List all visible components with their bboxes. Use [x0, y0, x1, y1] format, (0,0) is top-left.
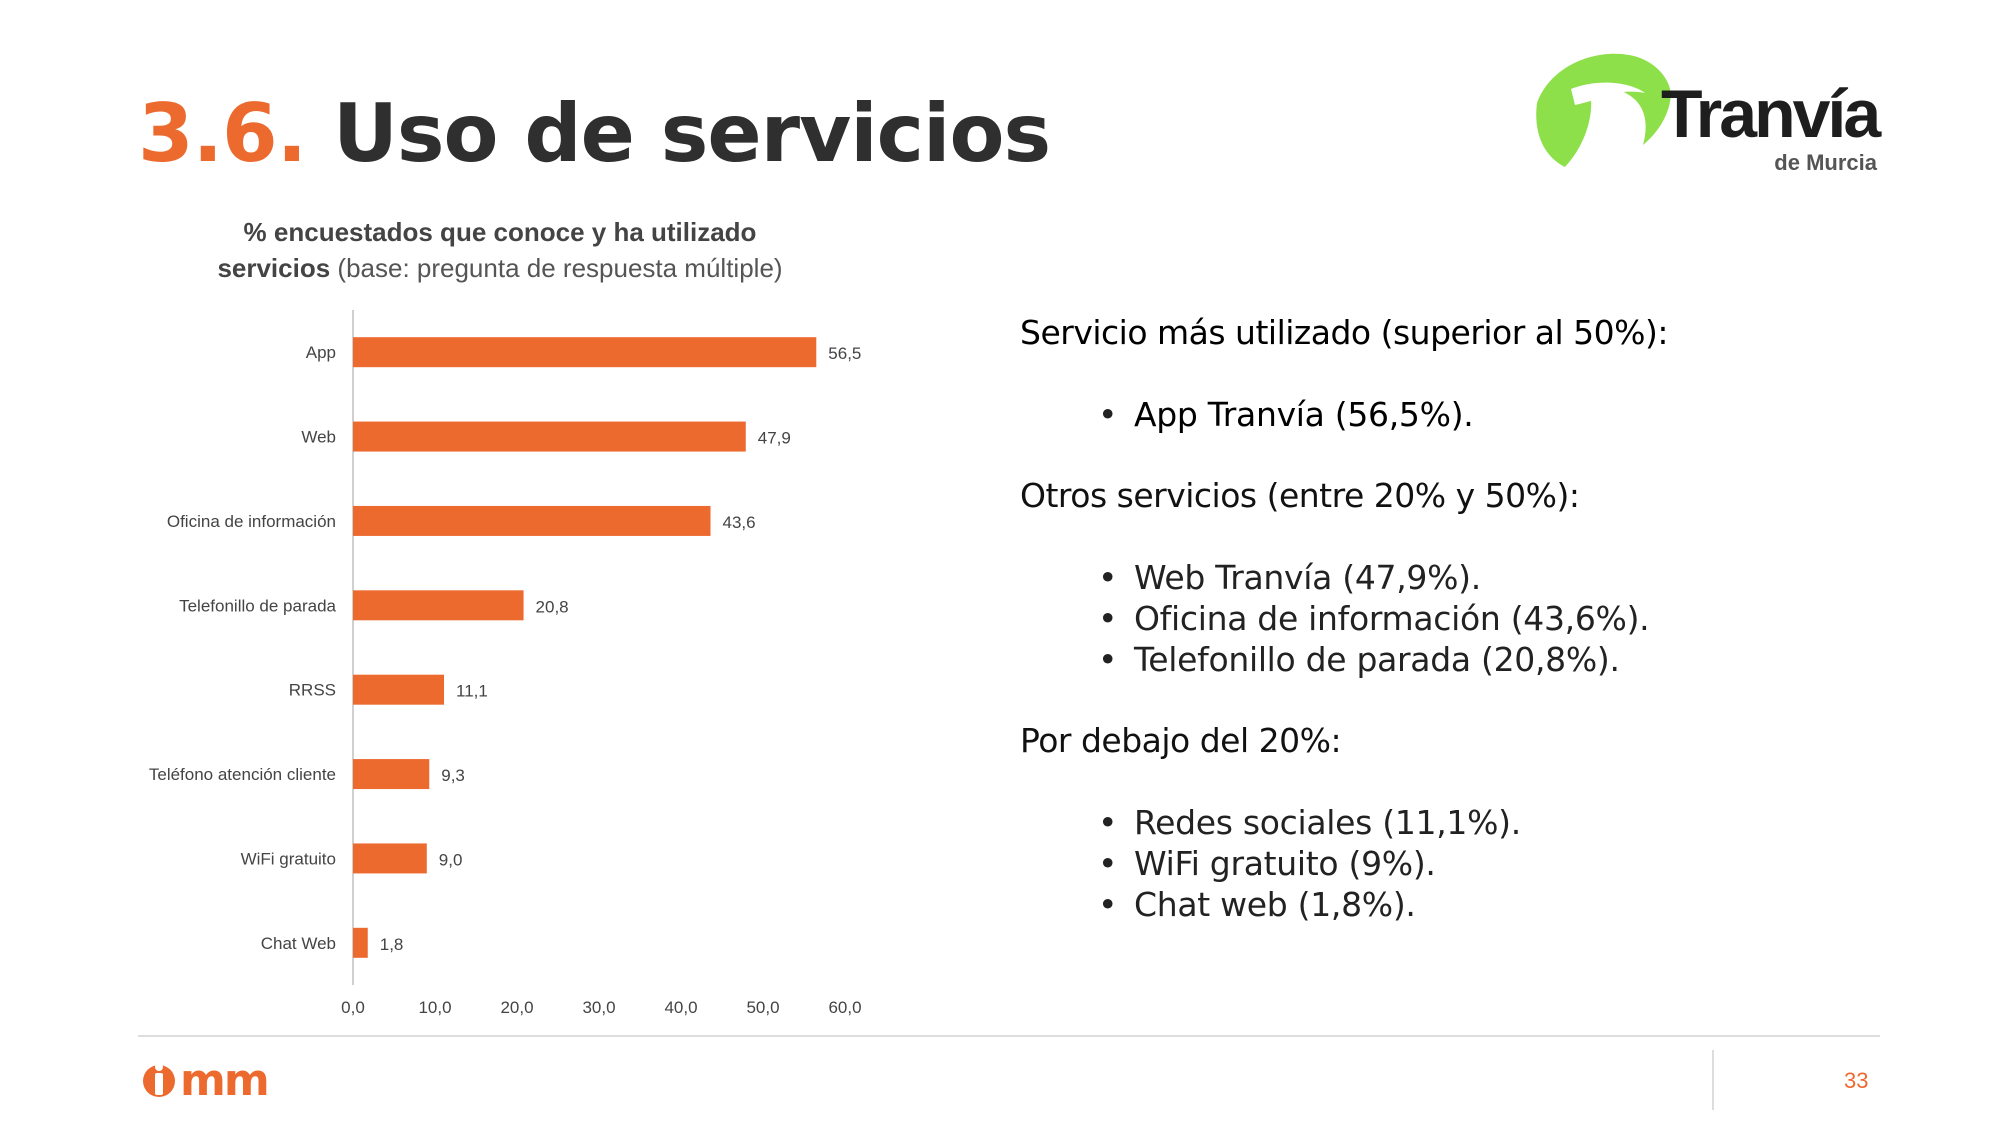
tranvia-logo-name: Tranvía — [1661, 76, 1882, 152]
summary-item: Web Tranvía (47,9%). — [1020, 557, 1920, 598]
chart-value-label: 9,3 — [441, 766, 465, 785]
bar-chart: App 56,5 Web 47,9 Oficina de información 43,6… — [149, 310, 862, 1017]
chart-tick-label: 50,0 — [746, 998, 779, 1017]
summary-heading-low: Por debajo del 20%: — [1020, 721, 1342, 760]
chart-category-label: Chat Web — [261, 934, 336, 953]
chart-bar — [353, 843, 427, 874]
slide-title: 3.6. Uso de servicios — [138, 86, 1051, 182]
imm-logo-i-icon — [155, 1073, 163, 1095]
chart-title: % encuestados que conoce y ha utilizado … — [130, 214, 870, 286]
summary-list-mid: Web Tranvía (47,9%). Oficina de informac… — [1020, 557, 1920, 680]
page-number: 33 — [1844, 1068, 1869, 1093]
summary-list-top: App Tranvía (56,5%). — [1020, 394, 1920, 435]
summary-list-low: Redes sociales (11,1%). WiFi gratuito (9… — [1020, 802, 1920, 925]
chart-bar — [353, 505, 711, 536]
summary-item: App Tranvía (56,5%). — [1020, 394, 1920, 435]
chart-tick-label: 10,0 — [418, 998, 451, 1017]
tranvia-logo-swoosh-icon — [1536, 53, 1671, 167]
chart-tick-label: 20,0 — [500, 998, 533, 1017]
chart-tick-label: 40,0 — [664, 998, 697, 1017]
chart-category-label: Telefonillo de parada — [179, 596, 336, 615]
imm-logo: mm — [143, 1057, 270, 1101]
tranvia-logo-white-cut-icon — [1571, 82, 1645, 105]
footer-divider — [138, 1035, 1880, 1037]
chart-value-label: 20,8 — [536, 597, 569, 616]
chart-value-label: 11,1 — [456, 682, 488, 701]
chart-tick-label: 60,0 — [828, 998, 861, 1017]
summary-heading-top: Servicio más utilizado (superior al 50%)… — [1020, 313, 1669, 352]
chart-category-label: Teléfono atención cliente — [149, 765, 336, 784]
chart-bar — [353, 590, 524, 621]
chart-category-label: App — [306, 343, 336, 362]
chart-title-bold-2: servicios — [217, 253, 331, 283]
summary-item: Chat web (1,8%). — [1020, 884, 1920, 925]
tranvia-logo: Tranvía de Murcia — [1536, 53, 1885, 175]
chart-title-bold-1: % encuestados que conoce y ha utilizado — [243, 217, 757, 247]
summary-heading-mid: Otros servicios (entre 20% y 50%): — [1020, 476, 1580, 515]
chart-value-label: 9,0 — [439, 850, 463, 869]
chart-bar — [353, 674, 445, 705]
chart-tick-label: 0,0 — [341, 998, 365, 1017]
chart-value-label: 56,5 — [828, 344, 861, 363]
summary-item: Redes sociales (11,1%). — [1020, 802, 1920, 843]
chart-category-label: WiFi gratuito — [241, 849, 336, 868]
chart-bar — [353, 421, 746, 452]
summary-panel: Servicio más utilizado (superior al 50%)… — [1020, 312, 1920, 925]
footer-vertical-divider — [1712, 1050, 1714, 1110]
chart-title-rest: (base: pregunta de respuesta múltiple) — [330, 253, 783, 283]
imm-logo-text: mm — [180, 1057, 268, 1101]
tranvia-logo-sub: de Murcia — [1774, 150, 1877, 175]
chart-value-label: 43,6 — [723, 513, 756, 532]
chart-bar — [353, 927, 368, 958]
title-number: 3.6. — [138, 87, 307, 180]
chart-category-label: Web — [301, 428, 336, 447]
imm-logo-i-dot-icon — [155, 1063, 163, 1071]
summary-item: Telefonillo de parada (20,8%). — [1020, 639, 1920, 680]
chart-value-label: 47,9 — [758, 429, 791, 448]
chart-category-label: RRSS — [289, 681, 336, 700]
chart-bar — [353, 759, 430, 790]
chart-tick-label: 30,0 — [582, 998, 615, 1017]
title-text: Uso de servicios — [332, 87, 1051, 180]
summary-item: WiFi gratuito (9%). — [1020, 843, 1920, 884]
chart-category-label: Oficina de información — [167, 512, 336, 531]
chart-value-label: 1,8 — [380, 935, 404, 954]
chart-bar — [353, 337, 817, 368]
summary-item: Oficina de información (43,6%). — [1020, 598, 1920, 639]
